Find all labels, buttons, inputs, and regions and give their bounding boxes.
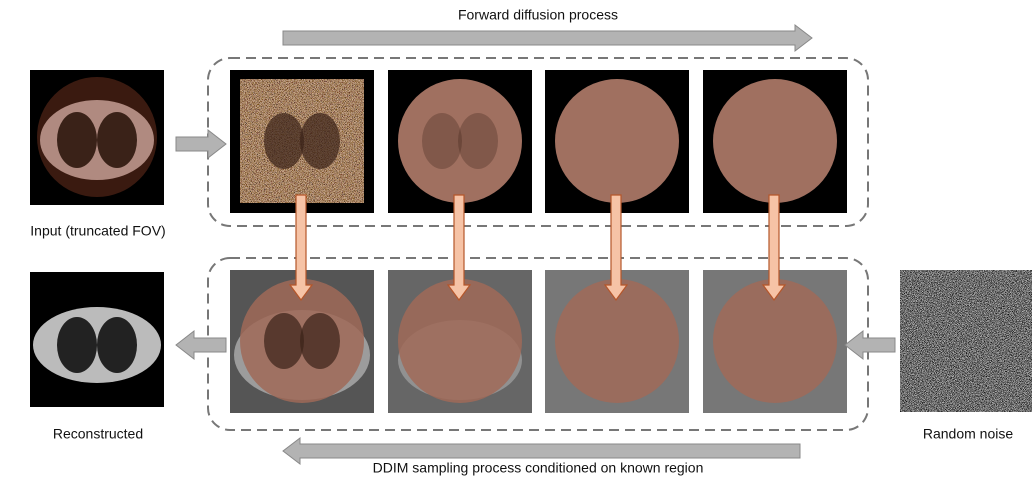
input-label: Input (truncated FOV): [30, 223, 165, 239]
noise-image: [900, 270, 1032, 412]
arrow: [844, 329, 896, 361]
input-image: [30, 70, 164, 205]
noise-label: Random noise: [923, 426, 1013, 442]
arrow: [175, 128, 227, 160]
arrow: [175, 329, 227, 361]
forward-arrow: [282, 23, 813, 53]
bottom-caption: DDIM sampling process conditioned on kno…: [373, 460, 704, 476]
sampling-arrow: [282, 436, 801, 466]
conditioning-arrows: [288, 194, 787, 302]
forward-images: [230, 70, 847, 213]
output-label: Reconstructed: [53, 426, 143, 442]
title: Forward diffusion process: [458, 7, 618, 23]
reconstructed-image: [30, 272, 164, 407]
sampling-images: [230, 270, 847, 413]
